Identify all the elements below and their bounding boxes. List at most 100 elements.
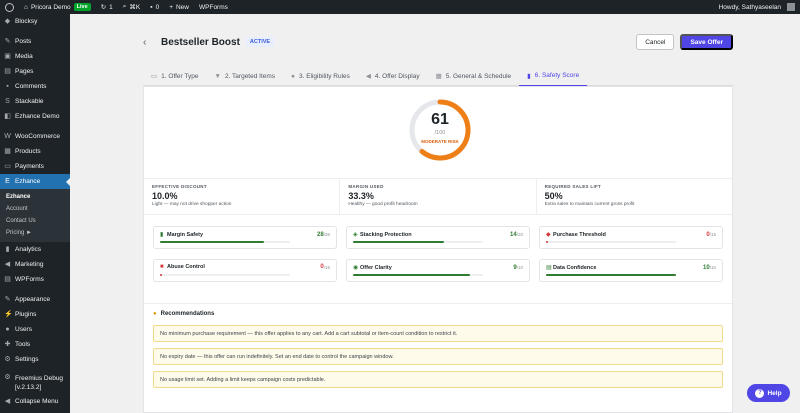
tab-targeted-items[interactable]: ▼ 2. Targeted Items [207,66,284,86]
score-card-max: /10 [516,265,523,270]
sidebar-item-posts[interactable]: ✎ Posts [0,34,70,49]
users-icon: ● [291,72,295,80]
score-gauge [409,99,471,161]
score-card-value: 10 [703,264,710,271]
score-card-bar [546,274,676,276]
sidebar-item-wpforms[interactable]: ▤ WPForms [0,272,70,287]
score-card-fill [546,241,548,243]
help-button[interactable]: ? Help [747,384,790,402]
home-icon: ⌂ [24,3,28,11]
brush-icon: ✎ [4,296,11,303]
submenu-item-contact-us[interactable]: Contact Us [6,218,36,224]
page-title: Bestseller Boost [161,36,240,48]
metric-value: 33.3% [348,191,374,201]
score-max: /100 [434,130,446,136]
save-offer-button[interactable]: Save Offer [680,34,733,50]
avatar [787,3,795,11]
score-card-fill [353,241,444,243]
sidebar-item-users[interactable]: ● Users [0,322,70,337]
sidebar-item-appearance[interactable]: ✎ Appearance [0,292,70,307]
help-label: Help [767,389,782,397]
sidebar-item-woocommerce[interactable]: W WooCommerce [0,129,70,144]
metric-value: 10.0% [152,191,178,201]
sidebar-item-plugins[interactable]: ⚡ Plugins [0,307,70,322]
sidebar-item-settings[interactable]: ⚙ Settings [0,352,70,367]
wpforms-label: WPForms [199,3,228,11]
sidebar-item-label: Appearance [15,296,51,303]
tab-label: 1. Offer Type [161,72,199,80]
metric-value: 50% [544,191,563,201]
collapse-menu-button[interactable]: ◀ Collapse Menu [0,394,70,409]
sidebar-item-pages[interactable]: ▤ Pages [0,64,70,79]
tab-general-schedule[interactable]: ▦ 5. General & Schedule [428,66,520,86]
sidebar-item-label: Settings [15,356,39,363]
lock-icon: ■ [160,264,164,270]
metric-effective-discount: EFFECTIVE DISCOUNT 10.0% Light — may not… [144,179,341,214]
layers-icon: ◈ [353,232,358,238]
tab-safety-score[interactable]: ▮ 6. Safety Score [519,66,588,86]
account-menu[interactable]: Howdy, Sathyaseelan [714,0,800,14]
blocksy-icon: ◆ [4,18,11,25]
submenu-item-account[interactable]: Account [6,206,28,212]
sidebar-item-ezhance[interactable]: E Ezhance [0,174,70,189]
score-card-name: Margin Safety [167,231,204,238]
sidebar-item-label: Analytics [15,246,42,253]
pin-icon: ✎ [4,38,11,45]
comments-link[interactable]: ▪ 0 [145,0,164,14]
question-icon: ? [755,388,765,398]
updates-link[interactable]: ↻ 1 [96,0,118,14]
score-card-name: Purchase Threshold [553,231,606,238]
cancel-button[interactable]: Cancel [636,34,675,50]
score-readout: 61 /100 MODERATE RISK [407,111,473,144]
gear-icon: ⚙ [4,374,11,381]
sidebar-item-ezhance-demo[interactable]: ◧ Ezhance Demo [0,109,70,124]
sidebar-item-label: Freemius Debug [v.2.13.2] [15,375,64,391]
ezhance-demo-icon: ◧ [4,113,11,120]
recommendation-item: No minimum purchase requirement — this o… [153,325,723,342]
tab-label: 4. Offer Display [374,72,420,80]
eye-icon: ◉ [353,265,359,271]
sidebar-item-marketing[interactable]: ◀ Marketing [0,257,70,272]
submenu-item-ezhance[interactable]: Ezhance [6,194,31,200]
wpforms-link[interactable]: WPForms [194,0,233,14]
ezhance-icon: E [5,178,10,185]
admin-sidebar: ◆ Blocksy ✎ Posts ▣ Media ▤ Pages ▪ Comments … [0,14,70,413]
score-card-name: Data Confidence [553,264,597,271]
sidebar-item-comments[interactable]: ▪ Comments [0,79,70,94]
sidebar-item-label: Media [15,53,33,60]
score-card-bar [546,241,676,243]
sidebar-item-analytics[interactable]: ▮ Analytics [0,242,70,257]
score-card-bar [160,241,290,243]
site-name-link[interactable]: ⌂ Pricora Demo Live [19,0,96,14]
admin-bar: ⌂ Pricora Demo Live ↻ 1 ⌕ ⌘K ▪ 0 + New W… [0,0,800,14]
sidebar-item-products[interactable]: ▦ Products [0,144,70,159]
safety-score-panel: 61 /100 MODERATE RISK EFFECTIVE DISCOUNT… [143,86,733,413]
sidebar-item-media[interactable]: ▣ Media [0,49,70,64]
recommendation-item: No expiry date — this offer can run inde… [153,348,723,365]
score-card-max: /10 [709,265,716,270]
sidebar-item-payments[interactable]: ▭ Payments [0,159,70,174]
search-shortcut[interactable]: ⌕ ⌘K [118,0,145,14]
metric-label: MARGIN USED [348,184,384,189]
score-card-max: /20 [516,232,523,237]
sidebar-item-blocksy[interactable]: ◆ Blocksy [0,14,70,29]
list-icon: ▭ [151,73,158,80]
sidebar-item-stackable[interactable]: S Stackable [0,94,70,109]
calendar-icon: ▦ [435,73,442,80]
score-value: 61 [431,111,449,128]
comments-count: 0 [155,3,160,11]
score-card-fill [160,241,264,243]
sidebar-item-freemius[interactable]: ⚙ Freemius Debug [v.2.13.2] [0,372,70,394]
tab-eligibility-rules[interactable]: ● 3. Eligibility Rules [283,66,358,86]
sidebar-item-tools[interactable]: ✚ Tools [0,337,70,352]
ezhance-submenu: Ezhance Account Contact Us Pricing ► [0,189,70,242]
risk-label: MODERATE RISK [421,139,459,144]
new-content-link[interactable]: + New [164,0,194,14]
wordpress-logo[interactable] [0,0,19,14]
tab-offer-type[interactable]: ▭ 1. Offer Type [143,66,207,86]
back-arrow-icon[interactable]: ‹ [143,36,147,48]
tab-offer-display[interactable]: ◀ 4. Offer Display [358,66,428,86]
wrench-icon: ✚ [4,341,11,348]
submenu-item-pricing[interactable]: Pricing ► [6,230,32,236]
score-card-value: 9 [513,264,517,271]
